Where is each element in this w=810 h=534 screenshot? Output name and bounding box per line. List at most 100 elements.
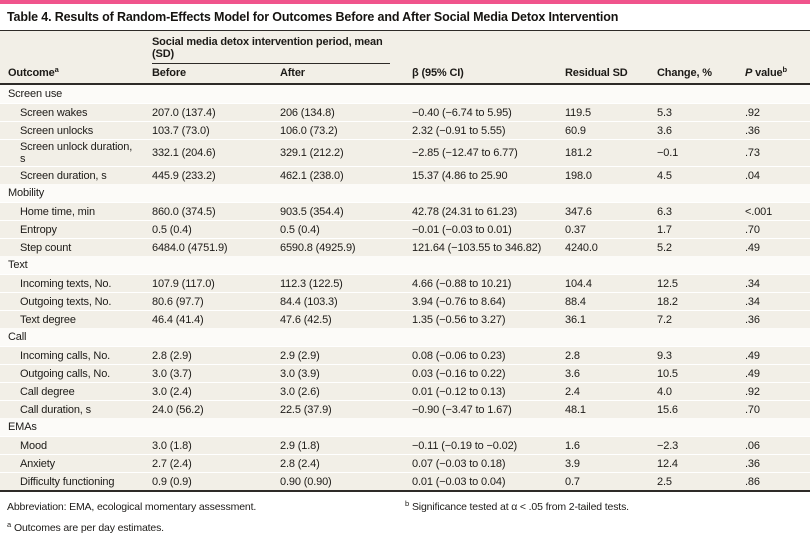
cell-change: 10.5 — [649, 364, 738, 382]
cell-after: 6590.8 (4925.9) — [272, 238, 405, 256]
cell-outcome: Incoming texts, No. — [0, 274, 144, 292]
cell-after: 462.1 (238.0) — [272, 166, 405, 184]
cell-p: .06 — [737, 436, 810, 454]
cell-residual_sd: 1.6 — [557, 436, 650, 454]
cell-p: .36 — [737, 121, 810, 139]
cell-residual_sd: 2.8 — [557, 346, 650, 364]
footnotes-left-column: Abbreviation: EMA, ecological momentary … — [7, 501, 405, 534]
cell-before: 6484.0 (4751.9) — [144, 238, 272, 256]
cell-after: 84.4 (103.3) — [272, 292, 405, 310]
cell-outcome: Mood — [0, 436, 144, 454]
cell-p: .86 — [737, 472, 810, 490]
cell-before: 46.4 (41.4) — [144, 310, 272, 328]
cell-after: 903.5 (354.4) — [272, 202, 405, 220]
cell-after: 47.6 (42.5) — [272, 310, 405, 328]
cell-before: 103.7 (73.0) — [144, 121, 272, 139]
cell-outcome: Text degree — [0, 310, 144, 328]
table-body: Screen use Screen wakes 207.0 (137.4) 206 (… — [0, 85, 810, 490]
section-row: EMAs — [0, 418, 810, 436]
cell-before: 0.5 (0.4) — [144, 220, 272, 238]
footnote-a: a Outcomes are per day estimates. — [7, 520, 405, 534]
section-label: Text — [0, 256, 810, 274]
col-header-change: Change, % — [649, 31, 738, 85]
cell-outcome: Screen duration, s — [0, 166, 144, 184]
cell-after: 2.9 (1.8) — [272, 436, 405, 454]
footnote-b: b Significance tested at α < .05 from 2-… — [405, 499, 802, 534]
col-header-residual-sd: Residual SD — [557, 31, 650, 85]
cell-before: 3.0 (2.4) — [144, 382, 272, 400]
cell-residual_sd: 88.4 — [557, 292, 650, 310]
cell-beta: 42.78 (24.31 to 61.23) — [404, 202, 558, 220]
cell-beta: 0.03 (−0.16 to 0.22) — [404, 364, 558, 382]
cell-residual_sd: 4240.0 — [557, 238, 650, 256]
cell-beta: 15.37 (4.86 to 25.90 — [404, 166, 558, 184]
col-header-before: Before — [144, 64, 272, 85]
col-header-beta: β (95% CI) — [404, 31, 558, 85]
cell-residual_sd: 3.9 — [557, 454, 650, 472]
section-row: Text — [0, 256, 810, 274]
cell-beta: 0.08 (−0.06 to 0.23) — [404, 346, 558, 364]
cell-beta: −0.01 (−0.03 to 0.01) — [404, 220, 558, 238]
cell-beta: 2.32 (−0.91 to 5.55) — [404, 121, 558, 139]
table-header: Outcomea Social media detox intervention… — [0, 31, 810, 85]
cell-beta: 4.66 (−0.88 to 10.21) — [404, 274, 558, 292]
cell-after: 22.5 (37.9) — [272, 400, 405, 418]
cell-before: 332.1 (204.6) — [144, 139, 272, 166]
outcome-footnote-marker: a — [54, 65, 59, 74]
section-label: Mobility — [0, 184, 810, 202]
cell-p: .04 — [737, 166, 810, 184]
cell-before: 3.0 (3.7) — [144, 364, 272, 382]
cell-residual_sd: 104.4 — [557, 274, 650, 292]
cell-residual_sd: 3.6 — [557, 364, 650, 382]
col-header-p-value: P valueb — [737, 31, 810, 85]
table-row: Call duration, s 24.0 (56.2) 22.5 (37.9) −0… — [0, 400, 810, 418]
cell-outcome: Outgoing calls, No. — [0, 364, 144, 382]
cell-change: 4.0 — [649, 382, 738, 400]
cell-beta: 3.94 (−0.76 to 8.64) — [404, 292, 558, 310]
results-table: Outcomea Social media detox intervention… — [0, 31, 810, 490]
table-row: Anxiety 2.7 (2.4) 2.8 (2.4) 0.07 (−0.03 to … — [0, 454, 810, 472]
table-row: Home time, min 860.0 (374.5) 903.5 (354.4)… — [0, 202, 810, 220]
section-label: EMAs — [0, 418, 810, 436]
cell-outcome: Anxiety — [0, 454, 144, 472]
table-row: Mood 3.0 (1.8) 2.9 (1.8) −0.11 (−0.19 to −0… — [0, 436, 810, 454]
cell-before: 207.0 (137.4) — [144, 103, 272, 121]
table-row: Outgoing texts, No. 80.6 (97.7) 84.4 (103.… — [0, 292, 810, 310]
section-row: Mobility — [0, 184, 810, 202]
cell-residual_sd: 0.37 — [557, 220, 650, 238]
cell-after: 2.9 (2.9) — [272, 346, 405, 364]
cell-p: .49 — [737, 238, 810, 256]
cell-p: .34 — [737, 274, 810, 292]
cell-after: 206 (134.8) — [272, 103, 405, 121]
footnote-b-text: Significance tested at α < .05 from 2-ta… — [411, 501, 629, 513]
cell-change: 15.6 — [649, 400, 738, 418]
cell-change: 1.7 — [649, 220, 738, 238]
cell-p: .92 — [737, 103, 810, 121]
footnote-abbreviation: Abbreviation: EMA, ecological momentary … — [7, 501, 257, 513]
cell-after: 106.0 (73.2) — [272, 121, 405, 139]
table-row: Outgoing calls, No. 3.0 (3.7) 3.0 (3.9) 0.0… — [0, 364, 810, 382]
cell-beta: −0.90 (−3.47 to 1.67) — [404, 400, 558, 418]
cell-change: 2.5 — [649, 472, 738, 490]
section-label: Call — [0, 328, 810, 346]
table-row: Incoming texts, No. 107.9 (117.0) 112.3 (1… — [0, 274, 810, 292]
cell-outcome: Screen unlocks — [0, 121, 144, 139]
cell-before: 80.6 (97.7) — [144, 292, 272, 310]
cell-residual_sd: 181.2 — [557, 139, 650, 166]
cell-outcome: Screen unlock duration, s — [0, 139, 144, 166]
cell-change: −2.3 — [649, 436, 738, 454]
table-row: Call degree 3.0 (2.4) 3.0 (2.6) 0.01 (−0.12… — [0, 382, 810, 400]
cell-before: 3.0 (1.8) — [144, 436, 272, 454]
cell-p: .73 — [737, 139, 810, 166]
table-row: Incoming calls, No. 2.8 (2.9) 2.9 (2.9) 0.0… — [0, 346, 810, 364]
cell-residual_sd: 36.1 — [557, 310, 650, 328]
cell-change: 18.2 — [649, 292, 738, 310]
cell-after: 2.8 (2.4) — [272, 454, 405, 472]
cell-outcome: Outgoing texts, No. — [0, 292, 144, 310]
cell-residual_sd: 2.4 — [557, 382, 650, 400]
cell-after: 3.0 (2.6) — [272, 382, 405, 400]
col-header-outcome: Outcomea — [0, 31, 144, 85]
cell-before: 107.9 (117.0) — [144, 274, 272, 292]
cell-p: .92 — [737, 382, 810, 400]
cell-outcome: Screen wakes — [0, 103, 144, 121]
